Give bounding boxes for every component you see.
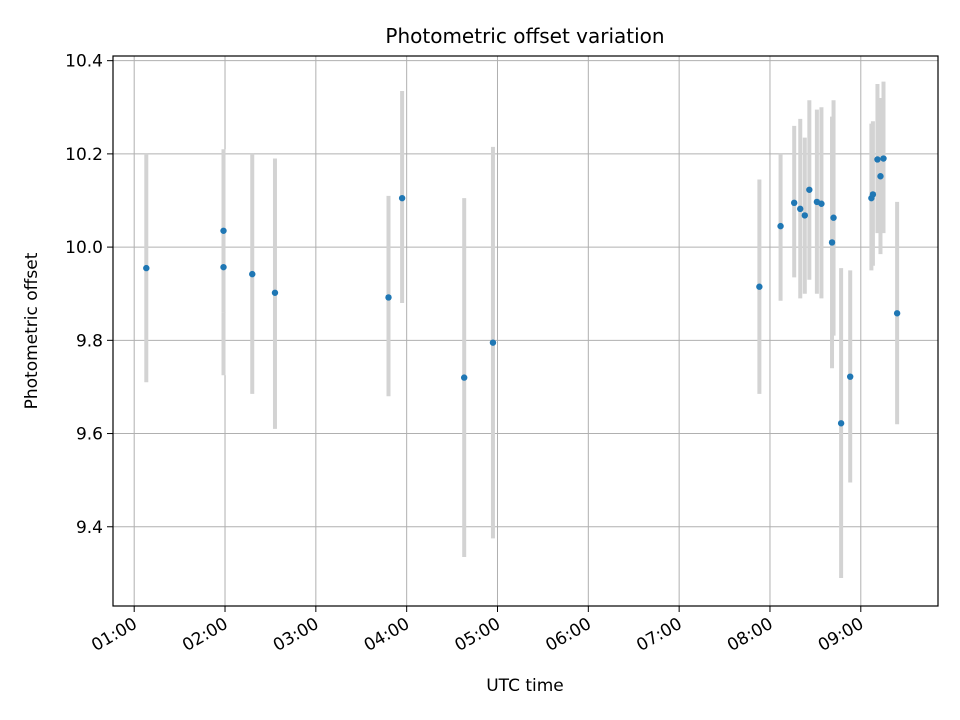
data-point (893, 310, 901, 317)
y-tick-label: 10.4 (65, 52, 103, 72)
data-point (489, 339, 497, 346)
data-point (143, 264, 150, 272)
data-point (830, 214, 837, 221)
data-point (874, 156, 881, 163)
x-axis-title: UTC time (486, 676, 564, 696)
data-point (790, 199, 798, 207)
data-point (837, 420, 845, 427)
data-point (847, 373, 854, 380)
y-axis-title: Photometric offset (22, 252, 42, 409)
data-point (398, 194, 406, 202)
data-point (818, 200, 825, 207)
data-point (801, 212, 808, 219)
data-point (220, 227, 227, 234)
data-point (877, 173, 884, 180)
data-point (756, 283, 763, 290)
y-tick-label: 9.4 (76, 518, 103, 538)
data-point (806, 186, 813, 193)
data-point (828, 239, 836, 246)
chart-title: Photometric offset variation (385, 24, 664, 48)
data-point (460, 374, 468, 381)
plot-area-frame (112, 55, 939, 607)
data-point (797, 205, 804, 213)
y-tick-label: 9.8 (76, 331, 103, 351)
data-point (385, 294, 392, 301)
data-points (143, 155, 901, 427)
data-point (220, 263, 227, 271)
data-point (271, 289, 279, 296)
y-tick-label: 10.0 (65, 238, 103, 258)
data-point (249, 270, 256, 278)
y-axis-ticks: 9.4 9.6 9.8 10.0 10.2 10.4 (65, 52, 113, 538)
y-tick-label: 9.6 (76, 425, 103, 445)
y-tick-label: 10.2 (65, 145, 103, 165)
data-point (869, 191, 877, 198)
data-point (777, 222, 784, 230)
data-point (880, 155, 887, 162)
